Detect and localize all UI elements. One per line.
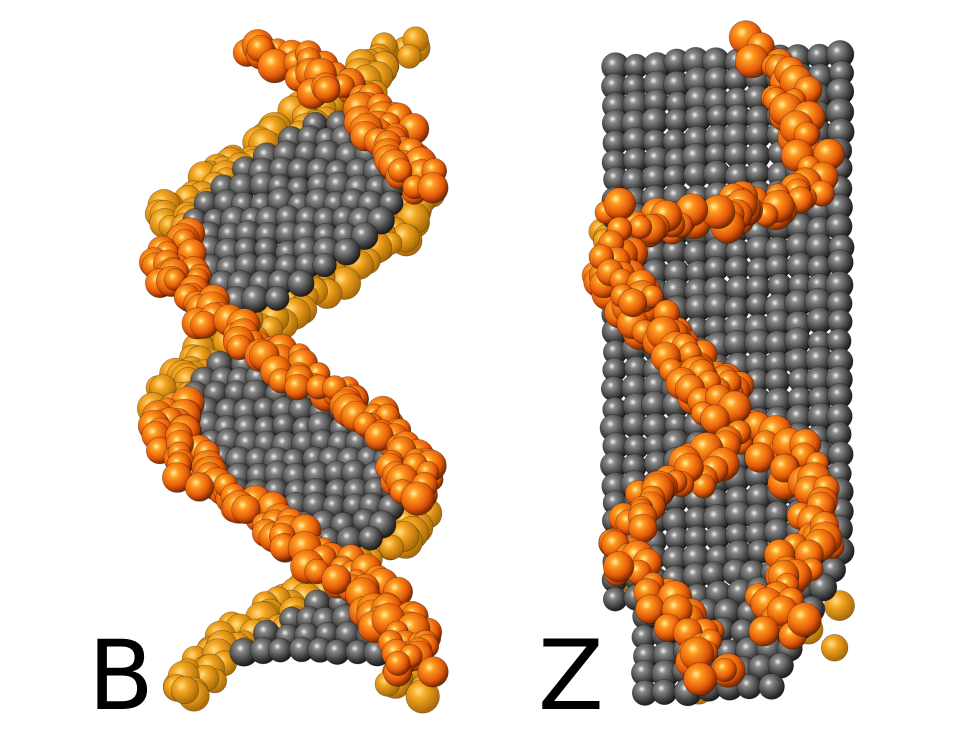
backbone-atom bbox=[628, 215, 653, 240]
backbone-atom bbox=[231, 494, 261, 524]
backbone-atom bbox=[313, 76, 341, 104]
b-dna-label: B bbox=[88, 620, 154, 732]
backbone-atom bbox=[184, 472, 214, 502]
base-atom bbox=[758, 673, 785, 700]
backbone-atom bbox=[396, 44, 422, 69]
backbone-atom bbox=[602, 551, 635, 583]
backbone-atom bbox=[321, 564, 352, 595]
backbone-atom bbox=[683, 662, 717, 697]
z-dna-label: Z bbox=[538, 620, 604, 732]
backbone-atom bbox=[170, 675, 199, 705]
backbone-atom bbox=[388, 158, 413, 183]
backbone-atom bbox=[417, 172, 449, 204]
backbone-atom bbox=[820, 634, 849, 662]
base-atom bbox=[808, 573, 838, 602]
backbone-atom bbox=[824, 590, 855, 622]
base-atom bbox=[332, 237, 361, 266]
base-atom bbox=[287, 269, 315, 297]
backbone-atom bbox=[603, 187, 637, 221]
backbone-atom bbox=[417, 656, 449, 688]
base-atom bbox=[264, 285, 290, 311]
backbone-atom bbox=[385, 650, 411, 676]
base-atom bbox=[651, 678, 678, 705]
backbone-atom bbox=[787, 602, 822, 638]
backbone-atom bbox=[618, 288, 648, 318]
backbone-atom bbox=[378, 534, 404, 560]
base-atom bbox=[350, 222, 379, 251]
backbone-atom bbox=[700, 404, 730, 435]
backbone-atoms bbox=[137, 20, 845, 697]
backbone-atom bbox=[400, 481, 435, 516]
base-atom bbox=[312, 252, 337, 278]
backbone-atom bbox=[744, 442, 775, 473]
backbone-atom bbox=[748, 615, 780, 647]
base-atom bbox=[357, 525, 383, 551]
base-atom bbox=[267, 637, 293, 663]
backbone-atom bbox=[190, 310, 219, 339]
